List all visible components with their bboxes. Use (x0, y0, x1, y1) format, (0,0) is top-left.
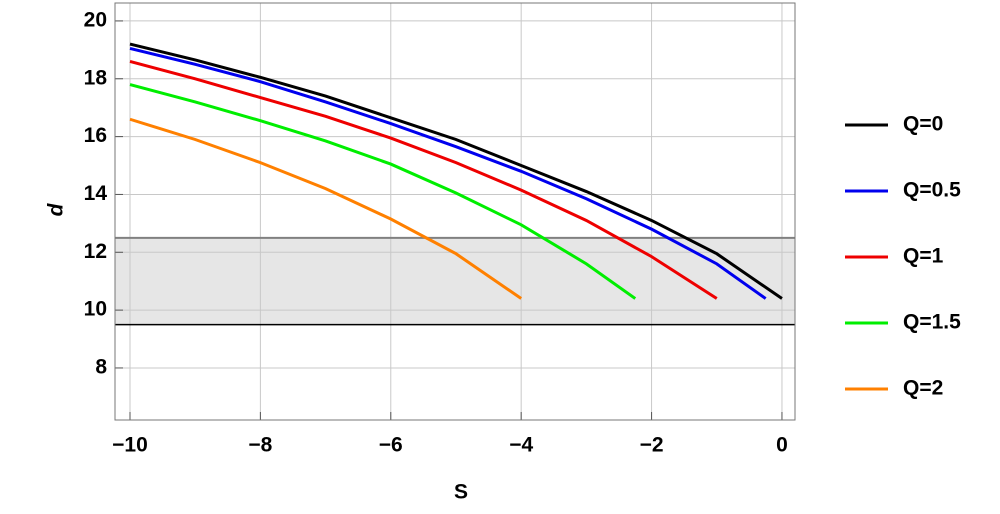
y-tick-label: 16 (84, 124, 107, 147)
series-line (129, 46, 767, 300)
y-tick-label: 18 (84, 66, 108, 89)
x-tick-label: −8 (248, 434, 272, 457)
legend-label: Q=1.5 (903, 311, 961, 334)
legend-label: Q=0.5 (903, 179, 961, 202)
x-tick-label: −4 (509, 434, 533, 457)
series-line (129, 83, 637, 300)
y-tick-label: 10 (84, 298, 107, 321)
series-line (129, 59, 718, 300)
series-line (129, 117, 523, 300)
x-tick-label: −6 (379, 434, 403, 457)
legend-label: Q=1 (903, 245, 944, 268)
y-tick-label: 20 (84, 8, 107, 31)
y-tick-label: 14 (84, 182, 108, 205)
x-axis-label: S (454, 481, 468, 504)
plot-frame (114, 2, 796, 421)
y-tick-label: 12 (84, 240, 107, 263)
legend-label: Q=2 (903, 377, 943, 400)
x-tick-label: −10 (112, 434, 148, 457)
x-tick-label: 0 (776, 434, 788, 457)
x-tick-label: −2 (640, 434, 664, 457)
y-tick-label: 8 (95, 355, 107, 378)
legend-label: Q=0 (903, 113, 943, 136)
series-line (129, 42, 783, 300)
y-axis-label: d (45, 202, 68, 216)
